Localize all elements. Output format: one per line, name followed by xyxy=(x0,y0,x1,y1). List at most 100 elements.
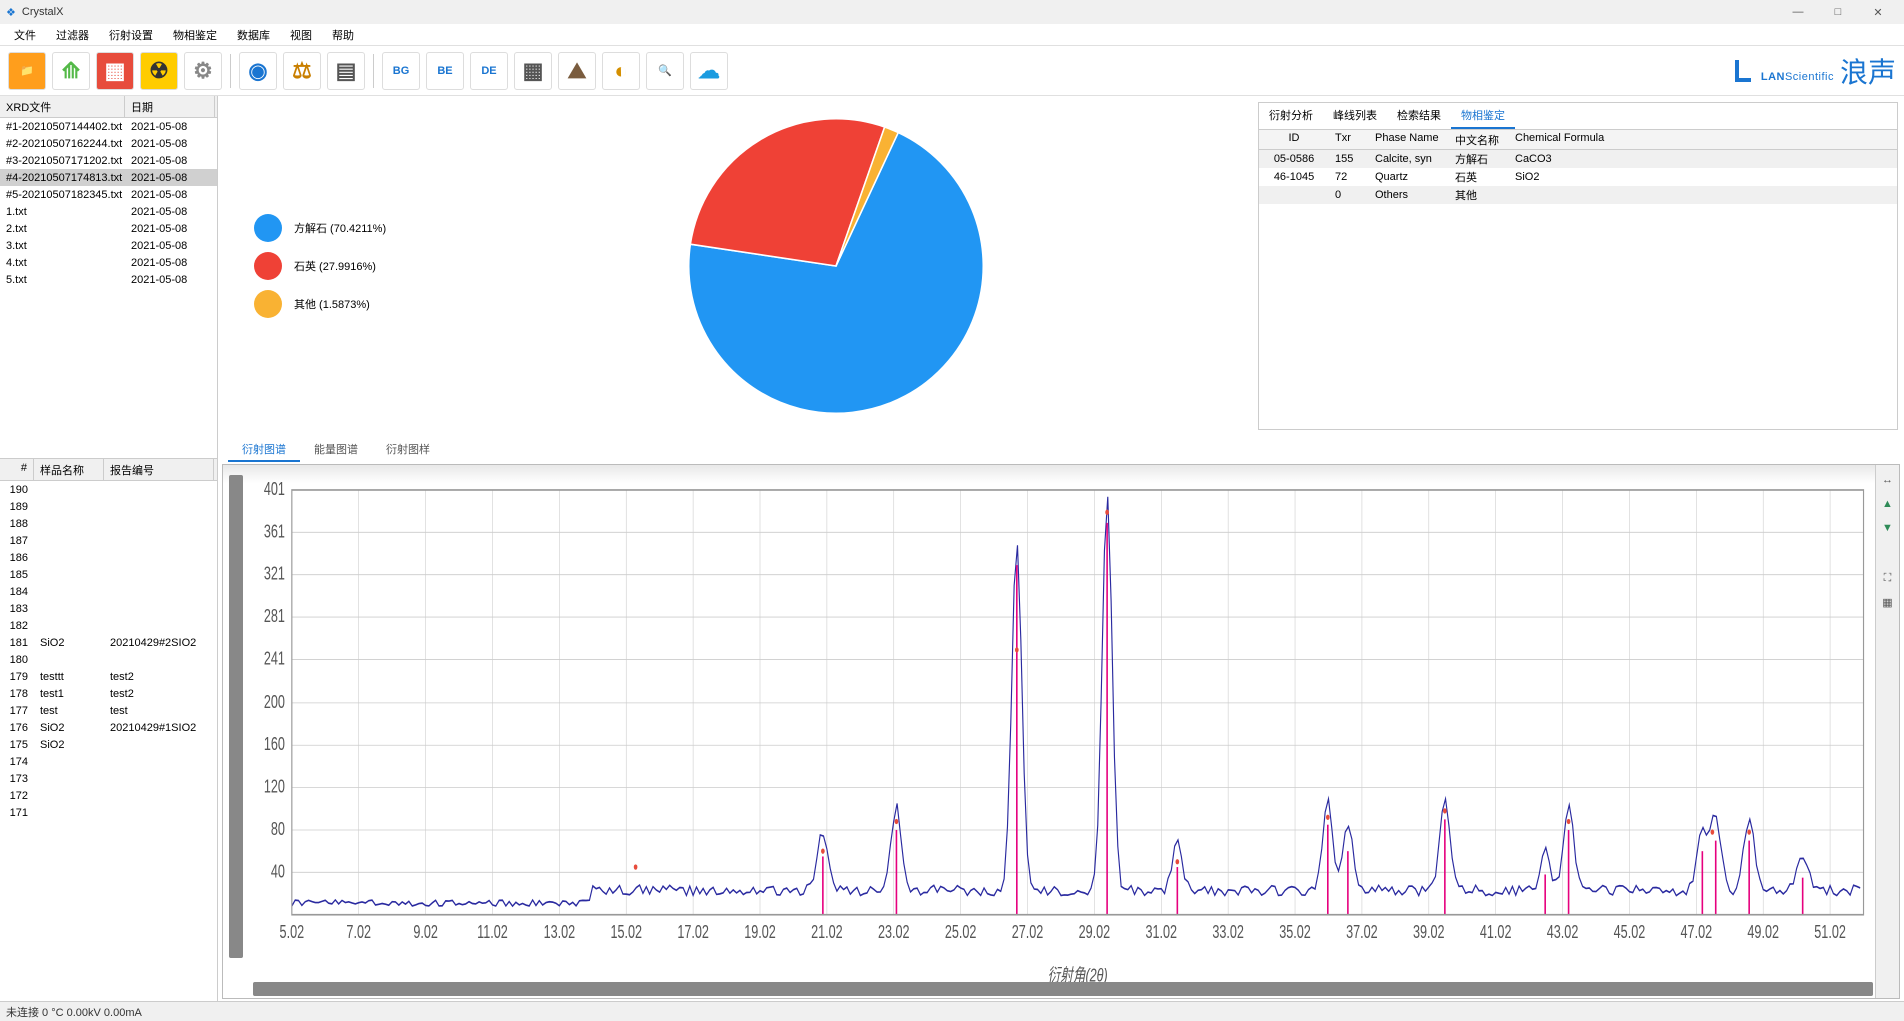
chart-scroll-vertical[interactable] xyxy=(229,475,243,958)
chart-tabs: 衍射图谱能量图谱衍射图样 xyxy=(218,436,1904,464)
phase-grid-body[interactable]: 05-0586155Calcite, syn方解石CaCO346-104572Q… xyxy=(1259,150,1897,204)
file-row[interactable]: #4-20210507174813.txt2021-05-08 xyxy=(0,169,217,186)
report-icon[interactable]: ▤ xyxy=(327,52,365,90)
phase-tab-0[interactable]: 衍射分析 xyxy=(1259,103,1323,129)
menu-物相鉴定[interactable]: 物相鉴定 xyxy=(163,25,227,45)
svg-text:25.02: 25.02 xyxy=(945,923,977,943)
minimize-button[interactable]: — xyxy=(1778,1,1818,23)
sample-row[interactable]: 180 xyxy=(0,651,217,668)
expand-h-icon[interactable]: ↔ xyxy=(1879,471,1897,489)
zoom-icon[interactable]: 🔍 xyxy=(646,52,684,90)
sample-row[interactable]: 174 xyxy=(0,753,217,770)
sample-row[interactable]: 184 xyxy=(0,583,217,600)
grid-toggle-icon[interactable]: ▦ xyxy=(1879,593,1897,611)
sample-row[interactable]: 181SiO220210429#2SIO2 xyxy=(0,634,217,651)
svg-text:37.02: 37.02 xyxy=(1346,923,1378,943)
sample-row[interactable]: 186 xyxy=(0,549,217,566)
file-grid-body[interactable]: #1-20210507144402.txt2021-05-08#2-202105… xyxy=(0,118,217,458)
file-row[interactable]: 2.txt2021-05-08 xyxy=(0,220,217,237)
file-row[interactable]: 3.txt2021-05-08 xyxy=(0,237,217,254)
phase-col-txr[interactable]: Txr xyxy=(1329,130,1369,149)
sample-row[interactable]: 172 xyxy=(0,787,217,804)
balance-icon[interactable]: ⚖ xyxy=(283,52,321,90)
file-row[interactable]: #1-20210507144402.txt2021-05-08 xyxy=(0,118,217,135)
svg-text:11.02: 11.02 xyxy=(477,923,508,943)
sample-row[interactable]: 179testtttest2 xyxy=(0,668,217,685)
chart-tab-1[interactable]: 能量图谱 xyxy=(300,438,372,462)
sample-col-num[interactable]: # xyxy=(0,459,34,480)
gear-icon[interactable]: ⚙ xyxy=(184,52,222,90)
phase-col-pn[interactable]: Phase Name xyxy=(1369,130,1449,149)
phase-tab-1[interactable]: 峰线列表 xyxy=(1323,103,1387,129)
menu-衍射设置[interactable]: 衍射设置 xyxy=(99,25,163,45)
svg-text:19.02: 19.02 xyxy=(744,923,776,943)
chart-scroll-horizontal[interactable] xyxy=(253,982,1873,996)
file-col-date[interactable]: 日期 xyxy=(125,96,215,117)
sample-row[interactable]: 176SiO220210429#1SIO2 xyxy=(0,719,217,736)
phase-col-cf[interactable]: Chemical Formula xyxy=(1509,130,1659,149)
grid-chart-icon[interactable]: ▦ xyxy=(514,52,552,90)
calendar-icon[interactable]: ▦ xyxy=(96,52,134,90)
svg-text:40: 40 xyxy=(271,862,285,882)
file-col-name[interactable]: XRD文件 xyxy=(0,96,125,117)
svg-text:15.02: 15.02 xyxy=(610,923,642,943)
sample-row[interactable]: 188 xyxy=(0,515,217,532)
phase-tab-3[interactable]: 物相鉴定 xyxy=(1451,103,1515,129)
spectrum-icon[interactable]: ⟰ xyxy=(52,52,90,90)
menu-过滤器[interactable]: 过滤器 xyxy=(46,25,99,45)
arrow-up-icon[interactable]: ▲ xyxy=(1879,495,1897,513)
de-icon[interactable]: DE xyxy=(470,52,508,90)
bg-icon[interactable]: BG xyxy=(382,52,420,90)
file-list-panel: XRD文件 日期 #1-20210507144402.txt2021-05-08… xyxy=(0,96,217,459)
file-row[interactable]: #5-20210507182345.txt2021-05-08 xyxy=(0,186,217,203)
phase-row[interactable]: 05-0586155Calcite, syn方解石CaCO3 xyxy=(1259,150,1897,168)
file-row[interactable]: 1.txt2021-05-08 xyxy=(0,203,217,220)
sample-row[interactable]: 183 xyxy=(0,600,217,617)
fingerprint-icon[interactable]: ◉ xyxy=(239,52,277,90)
sample-row[interactable]: 182 xyxy=(0,617,217,634)
chart-tab-0[interactable]: 衍射图谱 xyxy=(228,438,300,462)
svg-text:23.02: 23.02 xyxy=(878,923,910,943)
sample-row[interactable]: 177testtest xyxy=(0,702,217,719)
be-icon[interactable]: BE xyxy=(426,52,464,90)
chart-tab-2[interactable]: 衍射图样 xyxy=(372,438,444,462)
menu-数据库[interactable]: 数据库 xyxy=(227,25,280,45)
phase-tab-2[interactable]: 检索结果 xyxy=(1387,103,1451,129)
menu-文件[interactable]: 文件 xyxy=(4,25,46,45)
statusbar: 未连接 0 °C 0.00kV 0.00mA xyxy=(0,1001,1904,1021)
mountain-icon[interactable]: ⛰ xyxy=(558,52,596,90)
menu-视图[interactable]: 视图 xyxy=(280,25,322,45)
sample-row[interactable]: 185 xyxy=(0,566,217,583)
file-row[interactable]: #3-20210507171202.txt2021-05-08 xyxy=(0,152,217,169)
phase-row[interactable]: 46-104572Quartz石英SiO2 xyxy=(1259,168,1897,186)
sample-col-name[interactable]: 样品名称 xyxy=(34,459,104,480)
sample-row[interactable]: 189 xyxy=(0,498,217,515)
sample-row[interactable]: 187 xyxy=(0,532,217,549)
phase-row[interactable]: 0Others其他 xyxy=(1259,186,1897,204)
folder-icon[interactable]: 📁 xyxy=(8,52,46,90)
phase-col-cn[interactable]: 中文名称 xyxy=(1449,130,1509,149)
fit-icon[interactable]: ⛶ xyxy=(1879,569,1897,587)
sample-row[interactable]: 175SiO2 xyxy=(0,736,217,753)
sample-row[interactable]: 190 xyxy=(0,481,217,498)
phase-col-id[interactable]: ID xyxy=(1259,130,1329,149)
radiation-icon[interactable]: ☢ xyxy=(140,52,178,90)
svg-text:200: 200 xyxy=(264,693,285,713)
arrow-down-icon[interactable]: ▼ xyxy=(1879,519,1897,537)
sample-col-report[interactable]: 报告编号 xyxy=(104,459,214,480)
menu-帮助[interactable]: 帮助 xyxy=(322,25,364,45)
maximize-button[interactable]: □ xyxy=(1818,1,1858,23)
file-row[interactable]: 5.txt2021-05-08 xyxy=(0,271,217,288)
close-button[interactable]: ✕ xyxy=(1858,1,1898,23)
piechart-icon[interactable]: ◐ xyxy=(602,52,640,90)
sample-row[interactable]: 178test1test2 xyxy=(0,685,217,702)
status-text: 未连接 0 °C 0.00kV 0.00mA xyxy=(6,1004,142,1020)
file-row[interactable]: #2-20210507162244.txt2021-05-08 xyxy=(0,135,217,152)
spectrum-canvas[interactable]: 40801201602002412813213614015.027.029.02… xyxy=(223,465,1875,998)
sample-row[interactable]: 171 xyxy=(0,804,217,821)
sample-row[interactable]: 173 xyxy=(0,770,217,787)
toolbar-separator xyxy=(373,54,374,88)
sample-grid-body[interactable]: 190189188187186185184183182181SiO2202104… xyxy=(0,481,217,1001)
file-row[interactable]: 4.txt2021-05-08 xyxy=(0,254,217,271)
cloud-icon[interactable]: ☁ xyxy=(690,52,728,90)
